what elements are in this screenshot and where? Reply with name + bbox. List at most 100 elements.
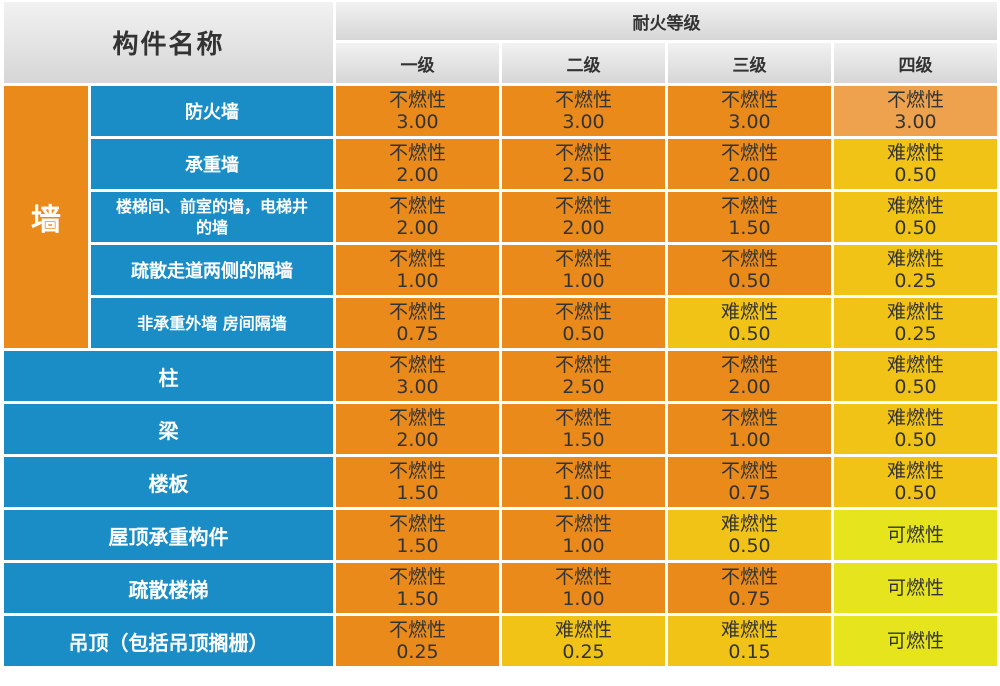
material-class-text: 难燃性 [554, 619, 612, 641]
material-class-text: 不燃性 [720, 248, 778, 270]
rating-cell: 不燃性 2.00 [336, 192, 499, 242]
rating-cell: 不燃性 0.50 [502, 298, 665, 348]
material-class-text: 不燃性 [720, 142, 778, 164]
rating-cell: 不燃性 0.75 [336, 298, 499, 348]
material-class-text: 不燃性 [720, 354, 778, 376]
rating-cell: 难燃性 0.50 [834, 457, 997, 507]
rating-cell: 难燃性 0.25 [834, 298, 997, 348]
material-class-text: 不燃性 [388, 619, 446, 641]
component-name-cell: 疏散走道两侧的隔墙 [91, 245, 333, 295]
fire-duration-text: 0.25 [894, 323, 937, 345]
fire-duration-text: 1.50 [396, 588, 439, 610]
material-class-text: 不燃性 [720, 195, 778, 217]
material-class-text: 难燃性 [886, 248, 944, 270]
rating-cell: 难燃性 0.25 [502, 616, 665, 666]
level-header-3: 三级 [668, 43, 831, 83]
rating-cell: 不燃性 3.00 [502, 86, 665, 136]
rating-cell: 难燃性 0.15 [668, 616, 831, 666]
material-class-text: 不燃性 [886, 89, 944, 111]
fire-duration-text: 0.75 [728, 482, 771, 504]
rating-cell: 不燃性 1.50 [668, 192, 831, 242]
rating-cell: 难燃性 0.50 [668, 298, 831, 348]
fire-rating-table: 构件名称 耐火等级 一级 二级 三级 四级 墙 防火墙 不燃性 3.00 不燃性 3.0… [4, 2, 997, 682]
fire-duration-text: 1.00 [562, 588, 605, 610]
rating-cell: 不燃性 3.00 [336, 351, 499, 401]
fire-duration-text: 3.00 [396, 376, 439, 398]
material-class-text: 不燃性 [388, 407, 446, 429]
fire-duration-text: 1.00 [562, 482, 605, 504]
fire-duration-text: 0.50 [728, 323, 771, 345]
rating-cell: 不燃性 1.00 [668, 404, 831, 454]
fire-duration-text: 0.25 [894, 270, 937, 292]
fire-duration-text: 0.50 [894, 376, 937, 398]
material-class-text: 难燃性 [720, 619, 778, 641]
material-class-text: 不燃性 [720, 460, 778, 482]
fire-duration-text: 0.50 [894, 164, 937, 186]
rating-cell: 不燃性 0.75 [668, 457, 831, 507]
rating-cell: 不燃性 1.00 [502, 510, 665, 560]
fire-duration-text: 2.00 [562, 217, 605, 239]
fire-duration-text: 1.00 [728, 429, 771, 451]
fire-duration-text: 1.50 [562, 429, 605, 451]
fire-duration-text: 1.50 [728, 217, 771, 239]
level-header-4: 四级 [834, 43, 997, 83]
fire-duration-text: 3.00 [396, 111, 439, 133]
material-class-text: 难燃性 [886, 460, 944, 482]
material-class-text: 不燃性 [554, 354, 612, 376]
component-name-cell: 防火墙 [91, 86, 333, 136]
material-class-text: 不燃性 [388, 354, 446, 376]
rating-cell: 可燃性 [834, 616, 997, 666]
fire-duration-text: 3.00 [728, 111, 771, 133]
material-class-text: 不燃性 [554, 407, 612, 429]
fire-duration-text: 0.50 [894, 482, 937, 504]
material-class-text: 不燃性 [554, 513, 612, 535]
material-class-text: 难燃性 [886, 407, 944, 429]
component-name-cell: 柱 [4, 351, 333, 401]
fire-duration-text: 1.50 [396, 535, 439, 557]
fire-duration-text: 0.50 [562, 323, 605, 345]
wall-group-label: 墙 [4, 86, 88, 348]
component-name-cell: 非承重外墙 房间隔墙 [91, 298, 333, 348]
material-class-text: 难燃性 [886, 354, 944, 376]
material-class-text: 不燃性 [388, 301, 446, 323]
rating-cell: 可燃性 [834, 510, 997, 560]
material-class-text: 不燃性 [388, 89, 446, 111]
rating-cell: 不燃性 2.00 [668, 351, 831, 401]
fire-duration-text: 2.50 [562, 376, 605, 398]
rating-cell: 不燃性 1.50 [336, 510, 499, 560]
fire-duration-text: 0.25 [562, 641, 605, 663]
material-class-text: 不燃性 [720, 566, 778, 588]
rating-cell: 不燃性 0.50 [668, 245, 831, 295]
fire-duration-text: 0.50 [728, 535, 771, 557]
rating-cell: 难燃性 0.50 [834, 192, 997, 242]
rating-cell: 不燃性 2.50 [502, 351, 665, 401]
material-class-text: 难燃性 [886, 195, 944, 217]
rating-cell: 不燃性 1.00 [502, 563, 665, 613]
rating-cell: 不燃性 3.00 [834, 86, 997, 136]
fire-duration-text: 2.50 [562, 164, 605, 186]
component-name-cell: 屋顶承重构件 [4, 510, 333, 560]
fire-duration-text: 0.50 [894, 217, 937, 239]
fire-duration-text: 1.50 [396, 482, 439, 504]
rating-cell: 可燃性 [834, 563, 997, 613]
fire-duration-text: 2.00 [396, 217, 439, 239]
material-class-text: 不燃性 [554, 195, 612, 217]
component-name-cell: 承重墙 [91, 139, 333, 189]
rating-cell: 难燃性 0.50 [834, 404, 997, 454]
material-class-text: 不燃性 [554, 89, 612, 111]
material-class-text: 可燃性 [886, 524, 944, 546]
material-class-text: 难燃性 [720, 301, 778, 323]
component-name-header: 构件名称 [4, 2, 333, 83]
component-name-cell: 楼板 [4, 457, 333, 507]
component-name-cell: 吊顶（包括吊顶搁栅） [4, 616, 333, 666]
rating-cell: 不燃性 0.25 [336, 616, 499, 666]
fire-duration-text: 1.00 [562, 535, 605, 557]
rating-cell: 难燃性 0.25 [834, 245, 997, 295]
level-header-2: 二级 [502, 43, 665, 83]
rating-cell: 不燃性 0.75 [668, 563, 831, 613]
material-class-text: 难燃性 [886, 301, 944, 323]
rating-cell: 不燃性 2.00 [502, 192, 665, 242]
fire-duration-text: 2.00 [728, 376, 771, 398]
rating-cell: 难燃性 0.50 [834, 139, 997, 189]
fire-duration-text: 1.00 [562, 270, 605, 292]
